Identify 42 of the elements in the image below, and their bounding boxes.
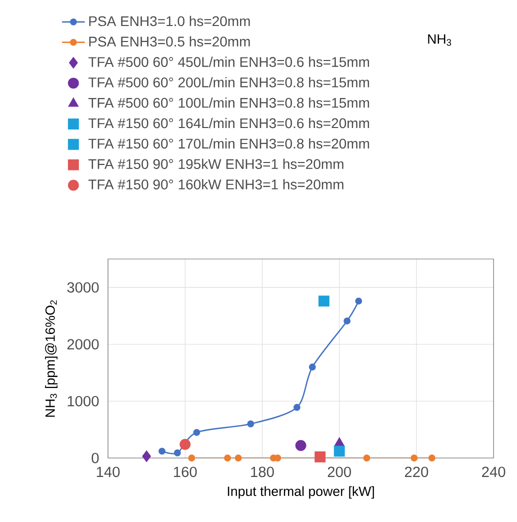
- legend-label: TFA #500 60° 200L/min ENH3=0.8 hs=15mm: [88, 77, 370, 88]
- x-tick-label: 160: [174, 466, 197, 478]
- chart-title: NH$_{3}$: [428, 34, 452, 46]
- legend-label: TFA #150 90° 160kW ENH3=1 hs=20mm: [88, 179, 344, 190]
- y-axis-title: NH$_{3}$ [ppm]@16%O$_{2}$: [45, 300, 58, 417]
- legend-label: PSA ENH3=0.5 hs=20mm: [89, 36, 250, 47]
- legend-label: TFA #150 90° 195kW ENH3=1 hs=20mm: [88, 158, 344, 170]
- point: [344, 318, 351, 324]
- point: [314, 451, 326, 462]
- point: [224, 454, 231, 462]
- x-tick-label: 200: [328, 466, 351, 478]
- point: [410, 454, 418, 462]
- legend-label: TFA #150 60° 170L/min ENH3=0.8 hs=20mm: [88, 138, 370, 149]
- point: [142, 450, 151, 462]
- point: [188, 454, 196, 462]
- point: [174, 449, 181, 456]
- x-tick-label: 180: [251, 466, 274, 478]
- point: [193, 428, 200, 436]
- point: [293, 404, 300, 411]
- point: [295, 440, 306, 451]
- point: [363, 454, 370, 462]
- point: [234, 454, 242, 462]
- point: [308, 364, 316, 370]
- point: [355, 298, 362, 305]
- y-tick-label: 1000: [68, 396, 99, 406]
- y-tick-label: 0: [92, 452, 99, 464]
- legend-label: TFA #150 60° 164L/min ENH3=0.6 hs=20mm: [88, 118, 370, 128]
- point: [158, 448, 166, 455]
- y-tick-label: 3000: [67, 282, 99, 293]
- point: [180, 438, 191, 450]
- x-tick-label: 240: [482, 466, 506, 478]
- point: [334, 446, 345, 457]
- x-axis-title: Input thermal power [kW]: [228, 486, 374, 499]
- legend-label: PSA ENH3=1.0 hs=20mm: [89, 16, 250, 26]
- y-tick-label: 2000: [67, 339, 99, 350]
- x-tick-label: 220: [404, 466, 428, 478]
- x-tick-label: 140: [96, 466, 120, 478]
- point: [428, 454, 436, 462]
- legend-label: TFA #500 60° 450L/min ENH3=0.6 hs=15mm: [88, 56, 370, 67]
- legend-label: TFA #500 60° 100L/min ENH3=0.8 hs=15mm: [88, 98, 370, 108]
- point: [318, 296, 330, 307]
- point: [247, 420, 254, 428]
